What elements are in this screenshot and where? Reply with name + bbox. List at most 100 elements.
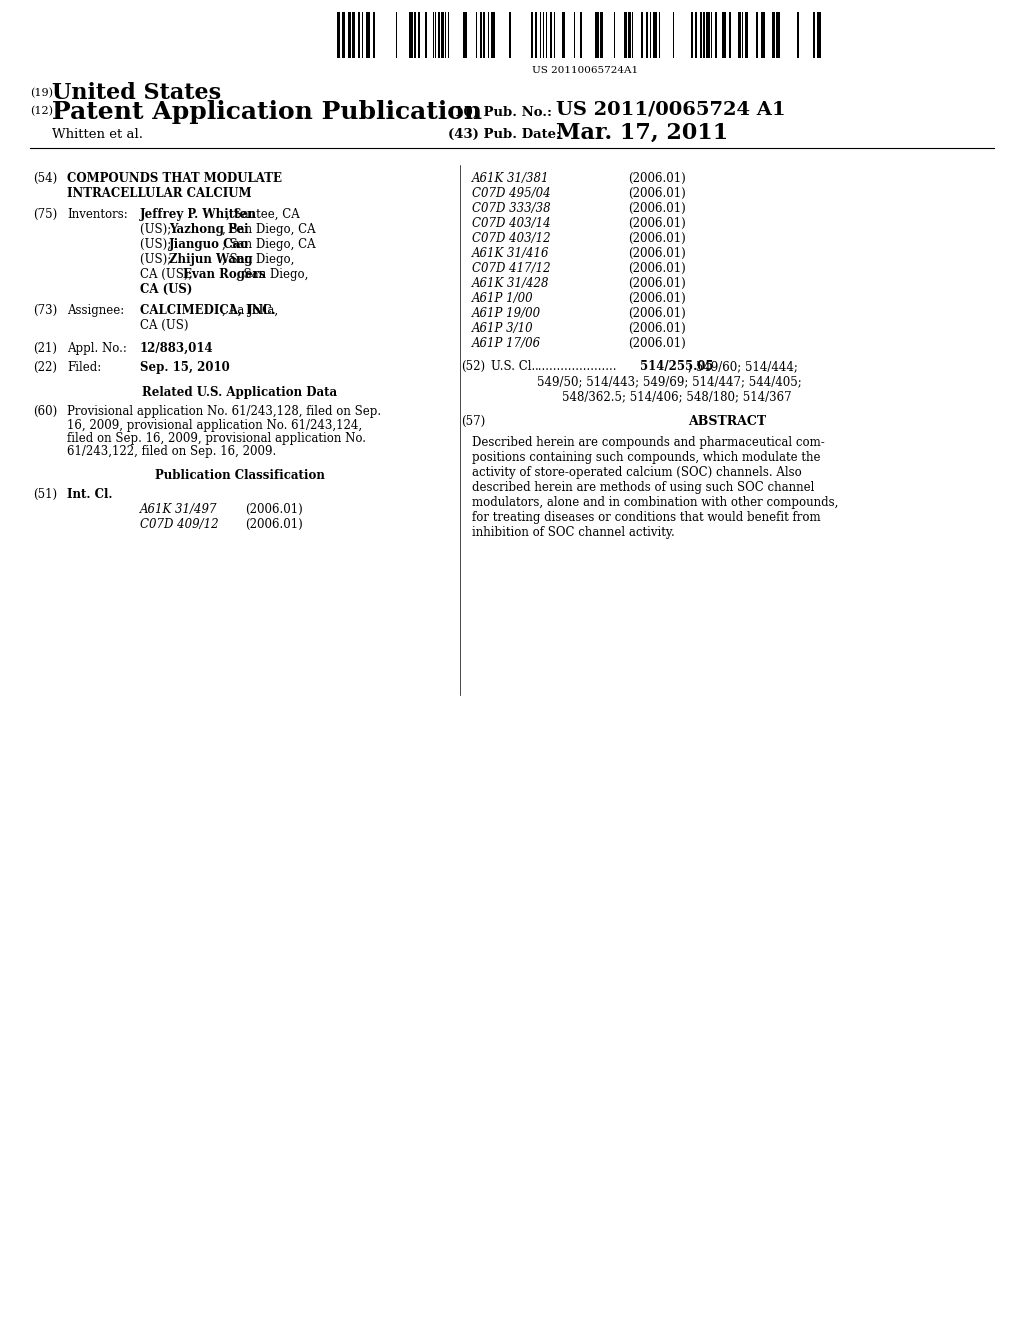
- Text: , San Diego,: , San Diego,: [221, 253, 294, 267]
- Bar: [373, 12, 375, 58]
- Bar: [483, 12, 485, 58]
- Text: A61K 31/416: A61K 31/416: [472, 247, 550, 260]
- Text: A61K 31/381: A61K 31/381: [472, 172, 550, 185]
- Text: (US);: (US);: [140, 238, 175, 251]
- Text: C07D 403/12: C07D 403/12: [472, 232, 551, 246]
- Text: C07D 409/12: C07D 409/12: [140, 517, 219, 531]
- Text: (2006.01): (2006.01): [628, 261, 686, 275]
- Text: (2006.01): (2006.01): [628, 202, 686, 215]
- Bar: [438, 12, 440, 58]
- Bar: [706, 12, 710, 58]
- Text: Provisional application No. 61/243,128, filed on Sep.: Provisional application No. 61/243,128, …: [67, 405, 381, 418]
- Bar: [480, 12, 482, 58]
- Text: described herein are methods of using such SOC channel: described herein are methods of using su…: [472, 480, 814, 494]
- Bar: [348, 12, 351, 58]
- Text: CA (US);: CA (US);: [140, 268, 197, 281]
- Text: filed on Sep. 16, 2009, provisional application No.: filed on Sep. 16, 2009, provisional appl…: [67, 432, 366, 445]
- Text: ABSTRACT: ABSTRACT: [688, 414, 766, 428]
- Text: (2006.01): (2006.01): [628, 277, 686, 290]
- Text: COMPOUNDS THAT MODULATE: COMPOUNDS THAT MODULATE: [67, 172, 282, 185]
- Bar: [761, 12, 765, 58]
- Text: (2006.01): (2006.01): [628, 337, 686, 350]
- Text: CALCIMEDICA, INC.: CALCIMEDICA, INC.: [140, 304, 275, 317]
- Text: Related U.S. Application Data: Related U.S. Application Data: [142, 385, 338, 399]
- Text: (43) Pub. Date:: (43) Pub. Date:: [449, 128, 561, 141]
- Text: , La Jolla,: , La Jolla,: [221, 304, 278, 317]
- Bar: [562, 12, 565, 58]
- Text: Filed:: Filed:: [67, 360, 101, 374]
- Text: (2006.01): (2006.01): [628, 172, 686, 185]
- Bar: [628, 12, 631, 58]
- Text: CA (US): CA (US): [140, 319, 188, 333]
- Bar: [745, 12, 748, 58]
- Bar: [531, 12, 534, 58]
- Bar: [425, 12, 427, 58]
- Bar: [600, 12, 603, 58]
- Text: (US);: (US);: [140, 253, 175, 267]
- Text: A61K 31/428: A61K 31/428: [472, 277, 550, 290]
- Text: 514/255.05: 514/255.05: [640, 360, 714, 374]
- Bar: [817, 12, 821, 58]
- Text: (21): (21): [33, 342, 57, 355]
- Text: 548/362.5; 514/406; 548/180; 514/367: 548/362.5; 514/406; 548/180; 514/367: [562, 389, 792, 403]
- Bar: [366, 12, 370, 58]
- Text: (73): (73): [33, 304, 57, 317]
- Text: ......................: ......................: [535, 360, 617, 374]
- Text: C07D 333/38: C07D 333/38: [472, 202, 551, 215]
- Text: Publication Classification: Publication Classification: [155, 469, 325, 482]
- Text: US 2011/0065724 A1: US 2011/0065724 A1: [556, 100, 785, 117]
- Text: C07D 417/12: C07D 417/12: [472, 261, 551, 275]
- Bar: [756, 12, 758, 58]
- Text: A61P 19/00: A61P 19/00: [472, 308, 541, 319]
- Text: Described herein are compounds and pharmaceutical com-: Described herein are compounds and pharm…: [472, 436, 824, 449]
- Text: (US);: (US);: [140, 223, 175, 236]
- Bar: [550, 12, 552, 58]
- Text: (22): (22): [33, 360, 57, 374]
- Text: (2006.01): (2006.01): [628, 308, 686, 319]
- Text: Jeffrey P. Whitten: Jeffrey P. Whitten: [140, 209, 257, 220]
- Text: (2006.01): (2006.01): [628, 322, 686, 335]
- Text: Int. Cl.: Int. Cl.: [67, 488, 113, 502]
- Text: (19): (19): [30, 88, 53, 98]
- Text: C07D 495/04: C07D 495/04: [472, 187, 551, 201]
- Bar: [653, 12, 657, 58]
- Bar: [729, 12, 731, 58]
- Text: 549/50; 514/443; 549/69; 514/447; 544/405;: 549/50; 514/443; 549/69; 514/447; 544/40…: [537, 375, 802, 388]
- Text: Mar. 17, 2011: Mar. 17, 2011: [556, 121, 728, 144]
- Text: C07D 403/14: C07D 403/14: [472, 216, 551, 230]
- Text: US 20110065724A1: US 20110065724A1: [531, 66, 638, 75]
- Text: (2006.01): (2006.01): [245, 503, 303, 516]
- Bar: [409, 12, 413, 58]
- Text: , San Diego, CA: , San Diego, CA: [221, 238, 315, 251]
- Bar: [776, 12, 780, 58]
- Text: positions containing such compounds, which modulate the: positions containing such compounds, whi…: [472, 451, 820, 465]
- Text: (2006.01): (2006.01): [245, 517, 303, 531]
- Text: Patent Application Publication: Patent Application Publication: [52, 100, 482, 124]
- Text: for treating diseases or conditions that would benefit from: for treating diseases or conditions that…: [472, 511, 820, 524]
- Text: 12/883,014: 12/883,014: [140, 342, 214, 355]
- Text: 16, 2009, provisional application No. 61/243,124,: 16, 2009, provisional application No. 61…: [67, 418, 362, 432]
- Bar: [358, 12, 360, 58]
- Bar: [342, 12, 345, 58]
- Bar: [463, 12, 467, 58]
- Text: activity of store-operated calcium (SOC) channels. Also: activity of store-operated calcium (SOC)…: [472, 466, 802, 479]
- Bar: [813, 12, 815, 58]
- Bar: [641, 12, 643, 58]
- Text: ; 549/60; 514/444;: ; 549/60; 514/444;: [688, 360, 798, 374]
- Text: U.S. Cl.: U.S. Cl.: [490, 360, 536, 374]
- Text: Jianguo Cao: Jianguo Cao: [169, 238, 249, 251]
- Bar: [337, 12, 340, 58]
- Bar: [441, 12, 444, 58]
- Text: (2006.01): (2006.01): [628, 216, 686, 230]
- Bar: [535, 12, 537, 58]
- Bar: [715, 12, 717, 58]
- Text: (60): (60): [33, 405, 57, 418]
- Text: (75): (75): [33, 209, 57, 220]
- Text: (51): (51): [33, 488, 57, 502]
- Text: (54): (54): [33, 172, 57, 185]
- Bar: [797, 12, 799, 58]
- Text: (57): (57): [461, 414, 485, 428]
- Text: Assignee:: Assignee:: [67, 304, 124, 317]
- Text: (52): (52): [461, 360, 485, 374]
- Bar: [352, 12, 355, 58]
